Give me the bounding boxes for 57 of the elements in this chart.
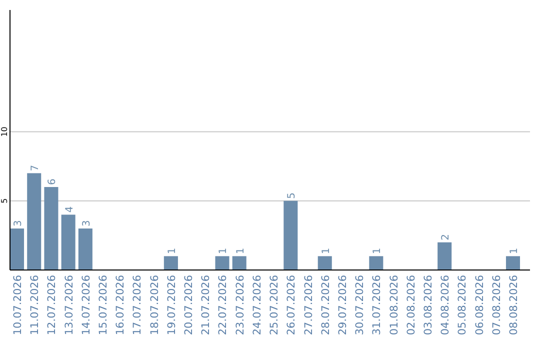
bar	[164, 256, 178, 270]
data-label: 5	[286, 192, 298, 199]
x-tick-label: 15.07.2026	[98, 274, 110, 336]
bar	[27, 173, 42, 270]
bar	[78, 228, 92, 270]
data-label: 3	[81, 220, 92, 227]
x-tick-label: 06.08.2026	[474, 274, 486, 336]
bar	[10, 228, 24, 270]
y-tick-label: 10	[0, 126, 9, 137]
data-label: 1	[508, 248, 520, 254]
x-tick-label: 08.08.2026	[508, 274, 520, 336]
data-label: 1	[166, 248, 178, 254]
bar	[318, 256, 332, 270]
x-tick-label: 02.08.2026	[405, 274, 418, 336]
x-tick-label: 01.08.2026	[388, 274, 400, 336]
x-tick-label: 25.07.2026	[268, 274, 281, 336]
x-tick-label: 28.07.2026	[320, 274, 332, 336]
x-tick-label: 07.08.2026	[490, 274, 503, 336]
x-tick-label: 04.08.2026	[440, 274, 452, 336]
bar	[215, 256, 230, 270]
x-tick-label: 13.07.2026	[63, 274, 76, 336]
data-label: 3	[13, 220, 24, 227]
x-tick-label: 17.07.2026	[132, 274, 144, 336]
x-tick-label: 19.07.2026	[166, 274, 178, 336]
x-tick-label: 21.07.2026	[200, 274, 212, 336]
bar	[438, 242, 452, 270]
x-tick-label: 27.07.2026	[302, 274, 315, 336]
bar	[232, 256, 246, 270]
x-tick-label: 31.07.2026	[371, 274, 384, 336]
bar	[61, 214, 76, 270]
x-tick-label: 14.07.2026	[80, 274, 92, 336]
x-tick-label: 30.07.2026	[354, 274, 366, 336]
data-label: 4	[64, 206, 76, 213]
x-tick-label: 23.07.2026	[234, 274, 246, 336]
x-tick-label: 22.07.2026	[217, 274, 230, 336]
x-tick-label: 11.07.2026	[29, 274, 42, 336]
bar	[369, 256, 384, 270]
data-label: 6	[47, 178, 58, 186]
data-label: 1	[372, 248, 384, 254]
data-label: 2	[440, 234, 452, 240]
x-tick-label: 05.08.2026	[456, 274, 469, 336]
x-tick-label: 12.07.2026	[46, 274, 58, 336]
data-label: 1	[235, 248, 246, 254]
x-tick-label: 29.07.2026	[336, 274, 349, 336]
x-tick-label: 16.07.2026	[114, 274, 127, 336]
x-tick-label: 26.07.2026	[286, 274, 298, 336]
bar	[284, 200, 298, 270]
data-label: 1	[320, 248, 332, 254]
data-label: 1	[218, 248, 230, 254]
bar	[44, 187, 58, 270]
x-tick-label: 20.07.2026	[183, 274, 196, 336]
data-label: 7	[30, 164, 42, 172]
x-tick-label: 10.07.2026	[12, 274, 24, 336]
bar	[506, 256, 520, 270]
x-tick-label: 03.08.2026	[422, 274, 434, 336]
x-tick-label: 24.07.2026	[251, 274, 264, 336]
x-tick-label: 18.07.2026	[148, 274, 161, 336]
